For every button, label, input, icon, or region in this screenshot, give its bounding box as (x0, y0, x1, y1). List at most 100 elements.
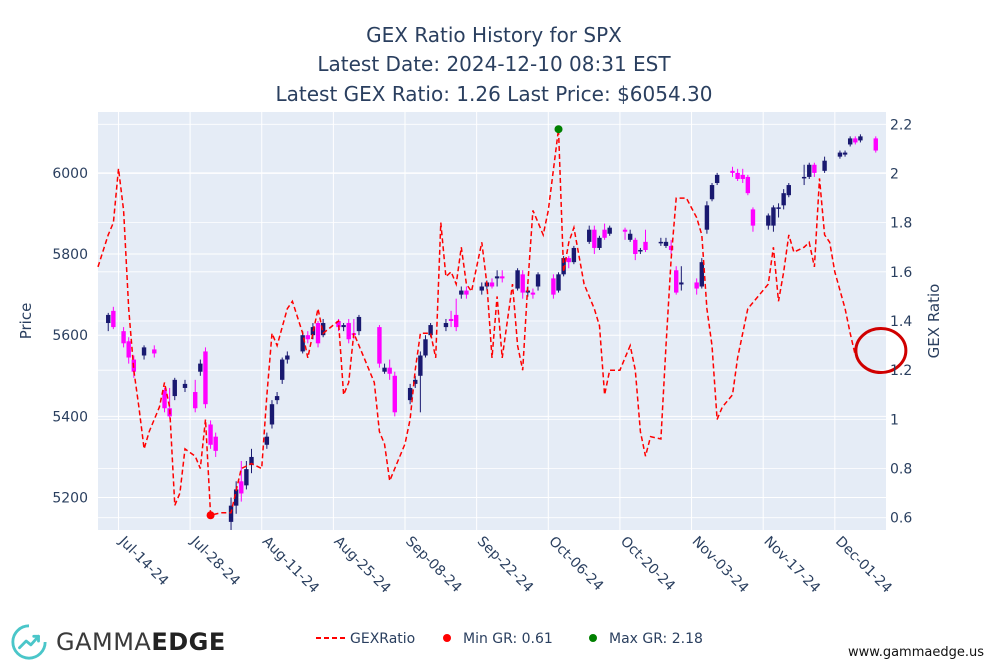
date-tick-label: Aug-11-24 (259, 534, 322, 597)
candlestick (305, 331, 310, 344)
date-axis-ticks: Jul-14-24 Jul-28-24 Aug-11-24 Aug-25-24 Sep-… (115, 533, 895, 597)
gex-tick-label: 0.6 (890, 511, 912, 527)
candlestick (464, 286, 469, 299)
candle-body (126, 341, 131, 358)
candlestick (587, 225, 592, 244)
candle-body (152, 349, 157, 354)
candlestick (745, 174, 751, 196)
gex-tick-label: 1.2 (890, 363, 912, 379)
candle-body (233, 489, 239, 506)
legend-gexratio-label: GEXRatio (350, 631, 415, 647)
candle-body (423, 339, 428, 356)
price-tick-label: 5200 (52, 491, 88, 507)
candle-body (535, 274, 541, 287)
candlestick (776, 203, 781, 218)
candlestick (704, 201, 710, 234)
candle-body (203, 351, 208, 405)
candle-body (182, 383, 188, 388)
legend-min-label: Min GR: 0.61 (463, 631, 553, 647)
candle-body (633, 239, 638, 255)
min-max-markers (206, 125, 563, 520)
candle-body (735, 172, 740, 179)
candle-body (515, 270, 520, 289)
candlestick (377, 325, 382, 368)
candlestick (443, 318, 449, 332)
candle-body (443, 323, 449, 328)
candlestick (668, 239, 674, 255)
candle-body (520, 274, 525, 293)
gex-tick-label: 1.8 (890, 216, 912, 232)
candlestick (597, 235, 602, 250)
date-tick-label: Dec-01-24 (832, 534, 895, 597)
latest-value-highlight-circle (854, 327, 908, 375)
candle-body (448, 318, 454, 321)
candle-body (172, 379, 177, 397)
candlestick (535, 272, 541, 291)
candle-body (627, 233, 633, 240)
candlestick (198, 359, 203, 376)
candlestick (735, 168, 740, 181)
candle-body (280, 359, 285, 380)
date-tick-label: Jul-14-24 (115, 533, 171, 589)
candlestick (842, 150, 848, 157)
candlestick (106, 312, 111, 332)
title-line-2: Latest Date: 2024-12-10 08:31 EST (317, 52, 671, 76)
candlestick (571, 245, 577, 265)
candle-body (198, 363, 203, 372)
candle-body (320, 323, 326, 336)
candlestick (213, 432, 218, 457)
brand-bold: EDGE (151, 628, 226, 656)
candlestick (285, 351, 290, 364)
candlestick (228, 497, 234, 530)
candle-body (377, 327, 382, 364)
candlestick (280, 357, 285, 384)
candle-body (592, 229, 597, 248)
candlestick (822, 156, 827, 173)
date-tick-label: Sep-22-24 (474, 534, 536, 596)
candlestick (674, 266, 679, 295)
candle-body (106, 314, 111, 324)
candle-body (668, 245, 674, 250)
candle-body (213, 436, 218, 451)
candle-body (801, 176, 807, 179)
candle-body (786, 185, 791, 196)
date-tick-label: Nov-17-24 (760, 534, 823, 597)
candle-body (407, 387, 413, 401)
candlestick (699, 258, 704, 289)
candle-body (740, 174, 745, 179)
candlestick (730, 166, 735, 177)
grid-lines (98, 112, 886, 530)
gex-tick-label: 1 (890, 412, 899, 428)
price-axis-ticks: 5200 5400 5600 5800 6000 (52, 166, 88, 507)
candlestick (622, 227, 628, 240)
candlestick (453, 298, 459, 332)
date-tick-label: Sep-08-24 (402, 534, 464, 596)
candle-body (587, 229, 592, 242)
candlestick (714, 172, 720, 186)
candle-body (249, 456, 254, 466)
candlestick (627, 229, 633, 242)
legend-max-label: Max GR: 2.18 (609, 631, 703, 647)
candlestick (643, 229, 648, 253)
candlestick (709, 183, 715, 202)
candlestick (239, 461, 244, 502)
candlestick (771, 205, 776, 232)
candlestick (812, 162, 817, 177)
candlestick (315, 321, 321, 348)
candle-body (464, 290, 469, 295)
candle-body (428, 325, 433, 336)
candlestick (172, 377, 177, 401)
candle-body (822, 160, 827, 171)
candle-body (489, 282, 495, 287)
candlestick (479, 282, 484, 295)
title-line-3: Latest GEX Ratio: 1.26 Last Price: $6054… (275, 82, 712, 106)
candle-body (310, 327, 316, 336)
candle-body (699, 262, 704, 287)
chart-title: GEX Ratio History for SPX Latest Date: 2… (275, 23, 712, 106)
candlestick (873, 136, 878, 153)
candle-body (530, 292, 536, 295)
candle-body (847, 138, 853, 145)
candlestick (837, 150, 843, 159)
candle-body (382, 367, 387, 372)
